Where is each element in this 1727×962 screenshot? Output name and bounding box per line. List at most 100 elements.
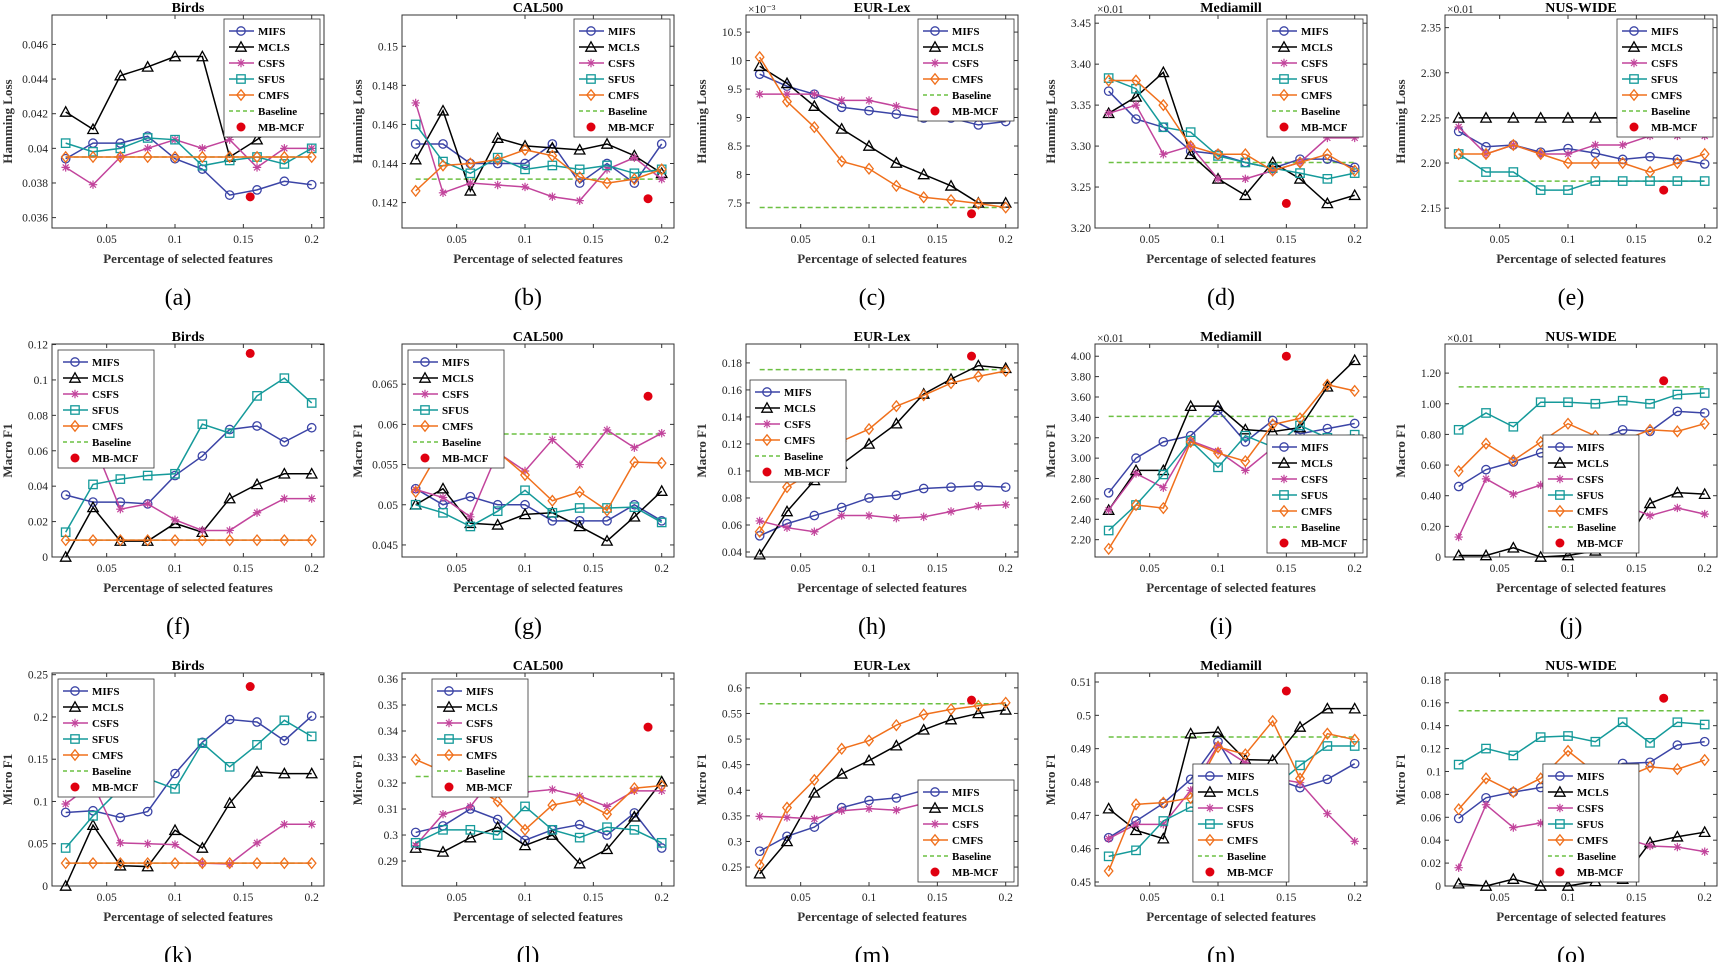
data-point-cmfs	[1158, 796, 1169, 809]
chart-title: NUS-WIDE	[1545, 659, 1617, 674]
data-point-mcls	[436, 482, 450, 494]
data-point-sfus	[1481, 743, 1491, 754]
data-point-sfus	[1131, 83, 1141, 94]
y-tick-label: 0.45	[1071, 877, 1091, 889]
data-point-cmfs	[251, 150, 263, 164]
data-point-csfs	[810, 527, 819, 536]
data-point-sfus	[1672, 176, 1683, 186]
legend-item-mcls: MCLS	[1197, 785, 1259, 799]
data-point-cmfs	[836, 742, 847, 756]
data-point-cmfs	[492, 153, 503, 166]
data-point-csfs	[1454, 863, 1463, 872]
legend-label: MIFS	[1651, 26, 1679, 38]
data-point-cmfs	[142, 856, 153, 870]
x-axis-label: Percentage of selected features	[453, 909, 623, 924]
legend-item-mifs: MIFS	[63, 357, 120, 369]
data-point-mb-mcf	[1659, 376, 1669, 386]
data-point-csfs	[225, 859, 234, 869]
data-point-cmfs	[1267, 418, 1278, 431]
legend-label: MB-MCF	[952, 867, 999, 879]
legend-label: SFUS	[1651, 74, 1678, 86]
legend-item-sfus: SFUS	[1547, 819, 1604, 831]
data-point-csfs	[1536, 818, 1545, 828]
y-tick-label: 10	[731, 56, 743, 68]
data-point-cmfs	[410, 753, 421, 766]
data-point-csfs	[198, 144, 207, 153]
data-point-mcls	[196, 50, 209, 62]
legend-item-mb-mcf: MB-MCF	[420, 453, 489, 465]
data-point-mcls	[753, 867, 766, 879]
data-point-mifs	[438, 139, 448, 149]
series-line-cmfs	[1108, 79, 1356, 172]
data-point-sfus	[252, 391, 262, 401]
legend-label: MB-MCF	[608, 122, 655, 134]
data-point-csfs	[411, 98, 420, 108]
data-point-mifs	[1000, 482, 1011, 493]
data-point-cmfs	[1322, 727, 1333, 740]
data-point-mcls	[1293, 720, 1307, 732]
data-point-mcls	[999, 703, 1013, 715]
y-tick-label: 8	[736, 169, 742, 181]
data-point-mcls	[1698, 487, 1712, 500]
legend-item-sfus: SFUS	[63, 405, 119, 417]
legend-label: MCLS	[1301, 458, 1333, 470]
data-point-mcls	[1534, 111, 1547, 123]
series-line-mifs	[759, 73, 1006, 126]
data-point-mcls	[250, 765, 264, 777]
data-point-mb-mcf	[1659, 185, 1669, 195]
data-point-mcls	[546, 141, 559, 153]
data-point-csfs	[810, 814, 819, 824]
series-line-cmfs	[1108, 383, 1355, 550]
data-point-csfs	[1323, 133, 1332, 143]
y-tick-label: 0.042	[22, 109, 48, 121]
x-tick-label: 0.05	[791, 563, 811, 575]
x-axis-label: Percentage of selected features	[797, 251, 967, 266]
data-point-sfus	[1295, 420, 1305, 431]
x-tick-label: 0.15	[1626, 563, 1646, 575]
legend-label: MCLS	[1577, 458, 1609, 470]
y-tick-label: 0.055	[372, 460, 398, 472]
data-point-cmfs	[1185, 139, 1196, 153]
chart-title: EUR-Lex	[854, 1, 911, 16]
y-axis-label: Hamming Loss	[694, 79, 709, 163]
legend-item-cmfs: CMFS	[413, 419, 473, 433]
subplot-o: NUS-WIDE 0 0.02 0.04 0.06 0.08 0.1 0.12 0.14 0.16…	[1393, 659, 1718, 962]
data-point-mcls	[862, 437, 876, 449]
y-tick-label: 0.51	[1071, 677, 1091, 689]
data-point-csfs	[575, 196, 584, 205]
data-point-mcls	[1643, 496, 1657, 509]
legend-item-baseline: Baseline	[63, 437, 131, 449]
legend-marker	[1629, 26, 1639, 36]
data-point-sfus	[1240, 157, 1251, 168]
x-tick-label: 0.05	[1490, 234, 1510, 246]
data-point-csfs	[1536, 480, 1545, 490]
legend-marker	[444, 734, 454, 744]
data-point-csfs	[1131, 469, 1141, 478]
legend-label: CSFS	[952, 58, 979, 70]
data-point-sfus	[224, 428, 235, 438]
y-axis-label: Macro F1	[694, 423, 709, 477]
series-line-sfus	[1108, 77, 1355, 180]
data-point-csfs	[1001, 500, 1010, 509]
data-point-cmfs	[1453, 464, 1464, 478]
y-axis-label: Micro F1	[694, 754, 709, 805]
series-line-mcls	[65, 473, 312, 558]
data-point-mcls	[1348, 353, 1362, 366]
y-tick-label: 0.15	[28, 754, 48, 766]
data-point-mifs	[1453, 481, 1464, 492]
data-point-cmfs	[1699, 753, 1710, 767]
subplot-letter: (g)	[514, 614, 542, 640]
data-point-csfs	[630, 786, 639, 796]
data-point-mcls	[1507, 111, 1520, 123]
legend-item-mb-mcf: MB-MCF	[70, 782, 139, 794]
data-point-cmfs	[601, 504, 613, 517]
legend-label: SFUS	[92, 734, 119, 746]
series-line-sfus	[65, 137, 313, 167]
y-tick-label: 0.06	[722, 520, 742, 532]
legend-marker	[1279, 74, 1289, 84]
data-point-cmfs	[1267, 714, 1278, 728]
data-point-sfus	[1535, 397, 1546, 408]
legend-marker	[69, 419, 81, 433]
series-line-sfus	[1458, 153, 1705, 191]
data-point-csfs	[225, 526, 234, 535]
